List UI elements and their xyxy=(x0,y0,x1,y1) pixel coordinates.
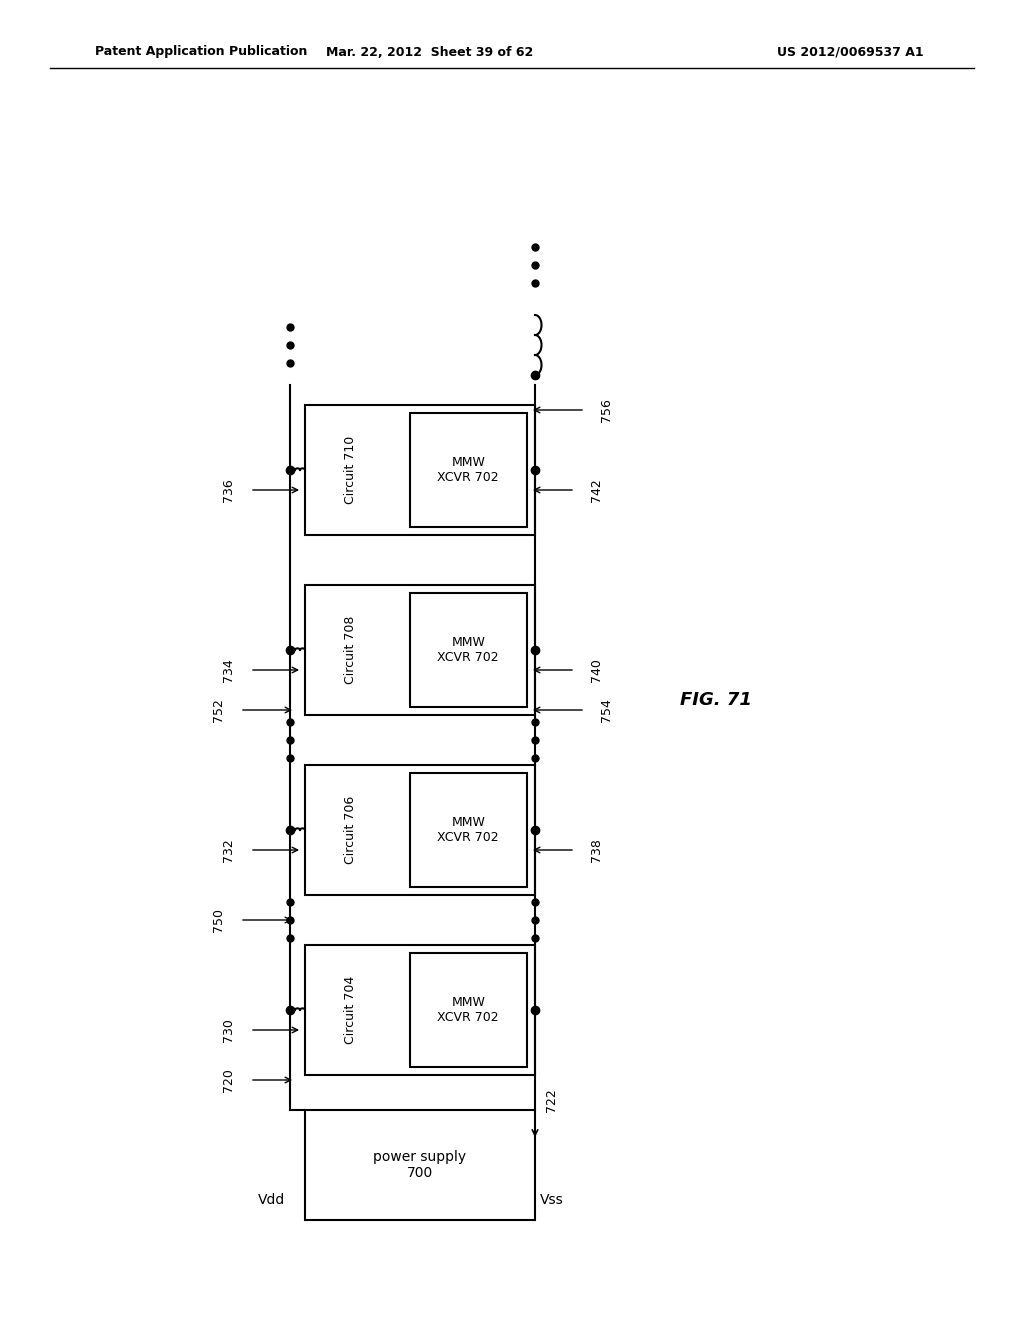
Text: Circuit 710: Circuit 710 xyxy=(344,436,357,504)
Text: Circuit 706: Circuit 706 xyxy=(344,796,357,865)
Text: 730: 730 xyxy=(222,1018,234,1041)
Text: Circuit 708: Circuit 708 xyxy=(344,616,357,684)
Text: power supply
700: power supply 700 xyxy=(374,1150,467,1180)
Bar xyxy=(305,405,535,535)
Text: 732: 732 xyxy=(222,838,234,862)
Text: 742: 742 xyxy=(590,478,603,502)
Text: Circuit 704: Circuit 704 xyxy=(344,975,357,1044)
Text: 750: 750 xyxy=(212,908,225,932)
Text: 734: 734 xyxy=(222,659,234,682)
Text: Vdd: Vdd xyxy=(258,1193,285,1206)
Text: 756: 756 xyxy=(600,399,613,422)
Text: 722: 722 xyxy=(545,1088,558,1111)
Text: US 2012/0069537 A1: US 2012/0069537 A1 xyxy=(776,45,924,58)
Bar xyxy=(410,413,527,527)
Text: MMW
XCVR 702: MMW XCVR 702 xyxy=(437,636,499,664)
Bar xyxy=(305,945,535,1074)
Bar xyxy=(305,1110,535,1220)
Text: MMW
XCVR 702: MMW XCVR 702 xyxy=(437,997,499,1024)
Text: 720: 720 xyxy=(222,1068,234,1092)
Bar xyxy=(410,953,527,1067)
Bar xyxy=(410,774,527,887)
Text: Vss: Vss xyxy=(540,1193,564,1206)
Text: MMW
XCVR 702: MMW XCVR 702 xyxy=(437,455,499,484)
Text: 738: 738 xyxy=(590,838,603,862)
Text: Mar. 22, 2012  Sheet 39 of 62: Mar. 22, 2012 Sheet 39 of 62 xyxy=(327,45,534,58)
Bar xyxy=(410,593,527,708)
Text: Patent Application Publication: Patent Application Publication xyxy=(95,45,307,58)
Text: FIG. 71: FIG. 71 xyxy=(680,690,752,709)
Text: 754: 754 xyxy=(600,698,613,722)
Text: 752: 752 xyxy=(212,698,225,722)
Bar xyxy=(305,766,535,895)
Text: 740: 740 xyxy=(590,659,603,682)
Text: MMW
XCVR 702: MMW XCVR 702 xyxy=(437,816,499,843)
Bar xyxy=(305,585,535,715)
Text: 736: 736 xyxy=(222,478,234,502)
